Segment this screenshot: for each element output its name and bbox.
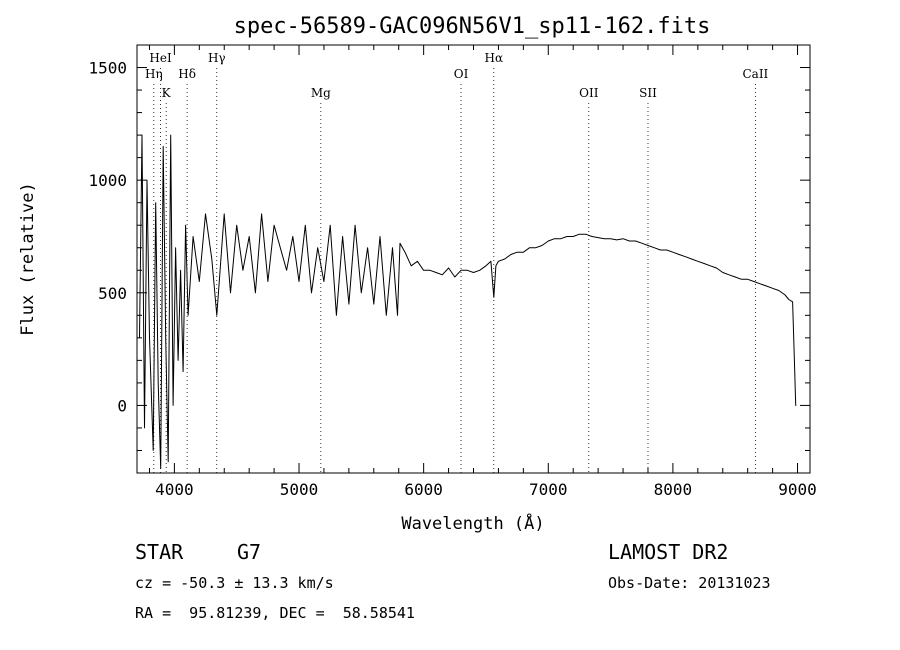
- object-class: STAR: [135, 540, 184, 564]
- line-marker-label: HeI: [149, 51, 172, 65]
- axis-ticks: [137, 44, 810, 474]
- line-marker-label: Hγ: [208, 51, 226, 65]
- plot-frame: [136, 44, 811, 474]
- x-tick-label: 4000: [155, 480, 194, 499]
- line-marker-label: Hδ: [178, 67, 196, 81]
- obs-date-text: Obs-Date: 20131023: [608, 574, 771, 592]
- x-tick-label: 8000: [654, 480, 693, 499]
- x-tick-label: 6000: [404, 480, 443, 499]
- line-marker-label: OI: [454, 67, 469, 81]
- x-tick-label: 7000: [529, 480, 568, 499]
- redshift-text: cz = -50.3 ± 13.3 km/s: [135, 574, 334, 592]
- survey-name: LAMOST DR2: [608, 540, 729, 564]
- x-tick-label: 5000: [280, 480, 319, 499]
- x-axis-label: Wavelength (Å): [401, 512, 544, 534]
- spectrum-series: [139, 134, 797, 469]
- line-marker-label: Mg: [311, 86, 331, 100]
- y-tick-label: 500: [98, 284, 127, 303]
- spectral-line-markers: Hη HeI K Hδ Hγ Mg OI Hα OII SII CaII: [145, 51, 769, 473]
- spectrum-line: [139, 134, 797, 469]
- x-tick-label: 9000: [778, 480, 817, 499]
- y-axis-label: Flux (relative): [18, 182, 38, 336]
- line-marker-label: K: [162, 86, 172, 100]
- chart-title: spec-56589-GAC096N56V1_sp11-162.fits: [234, 14, 711, 39]
- tick-labels: 4000 5000 6000 7000 8000 9000 0 500 1000 1500: [88, 59, 816, 499]
- object-subclass: G7: [237, 540, 262, 564]
- y-tick-label: 0: [117, 396, 127, 415]
- line-marker-label: Hη: [145, 67, 163, 81]
- y-tick-label: 1000: [88, 171, 127, 190]
- y-tick-label: 1500: [88, 59, 127, 78]
- line-marker-label: Hα: [485, 51, 504, 65]
- line-marker-label: CaII: [742, 67, 768, 81]
- coordinates-text: RA = 95.81239, DEC = 58.58541: [135, 604, 415, 622]
- line-marker-label: OII: [579, 86, 599, 100]
- line-marker-label: SII: [639, 86, 657, 100]
